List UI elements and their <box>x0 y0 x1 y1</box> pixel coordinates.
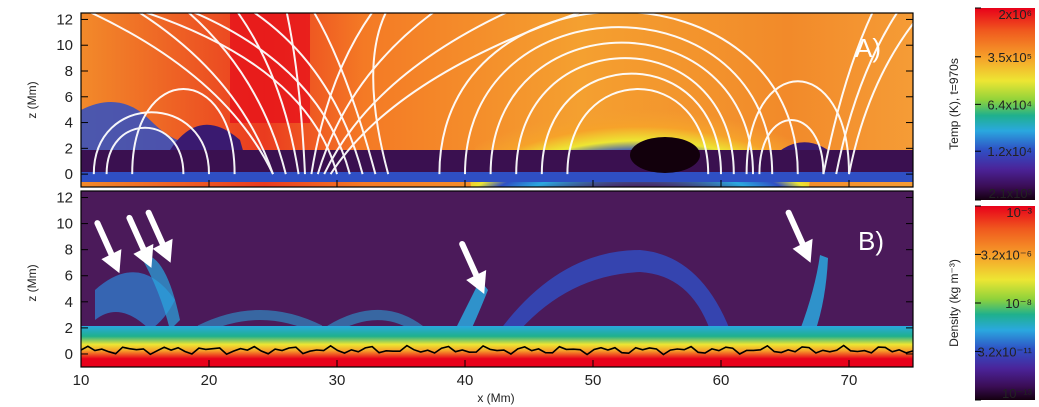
annotation-arrow <box>145 209 173 263</box>
xtick-label: 60 <box>713 372 730 389</box>
arrow-head <box>133 243 154 268</box>
temperature-colorbar-title: Temp (K), t=970s <box>947 58 961 150</box>
field-line <box>745 80 850 175</box>
density-colorbar-gradient <box>975 206 1035 400</box>
field-line <box>236 13 300 175</box>
temperature-colorbar-tick-label: 6.4x10⁴ <box>987 97 1032 112</box>
xtick-label: 40 <box>457 372 474 389</box>
temperature-colorbar-tick-label: 2.1x10³ <box>989 186 1033 201</box>
arrow-head <box>466 269 487 294</box>
arch-structure <box>500 250 730 330</box>
field-line <box>105 126 185 175</box>
panel-a: A) z (Mm) 0 2 4 6 8 10 12 <box>25 11 914 188</box>
panel-b-ytick-label: 0 <box>65 346 73 363</box>
field-line <box>372 13 390 175</box>
annotation-arrow <box>459 240 487 294</box>
spicule-left-2 <box>140 254 180 330</box>
panel-a-ytick-label: 10 <box>56 37 73 54</box>
field-line <box>758 119 825 175</box>
density-colorbar-tick-label: 3.2x10⁻¹¹ <box>977 344 1032 359</box>
arrows <box>94 209 813 294</box>
panel-b-ytick-label: 4 <box>65 294 73 311</box>
hot-column <box>230 13 310 123</box>
panel-a-ylabel: z (Mm) <box>25 81 39 118</box>
panel-b-ytick-label: 10 <box>56 216 73 233</box>
field-line <box>187 13 287 175</box>
xtick-label: 10 <box>73 372 90 389</box>
panel-b-ytick-label: 12 <box>56 190 73 207</box>
xtick-label: 20 <box>201 372 218 389</box>
annotation-arrow <box>785 209 813 263</box>
panel-b-ytick-label: 6 <box>65 268 73 285</box>
x-axis-label: x (Mm) <box>477 391 514 405</box>
panel-a-ytick-label: 0 <box>65 166 73 183</box>
arrow-head <box>101 249 122 274</box>
chromosphere-band-a <box>81 172 913 182</box>
xtick-label: 70 <box>841 372 858 389</box>
field-line <box>822 13 874 175</box>
field-line <box>92 111 210 175</box>
field-line <box>438 13 799 175</box>
panel-a-label: A) <box>855 33 881 63</box>
low-loops <box>197 310 423 335</box>
xtick-label: 30 <box>329 372 346 389</box>
temperature-colorbar-ticks: 2x10⁶ 3.5x10⁵ 6.4x10⁴ 1.2x10⁴ 2.1x10³ <box>975 7 1033 201</box>
xtick-label: 50 <box>585 372 602 389</box>
panel-b-ylabel: z (Mm) <box>25 264 39 301</box>
field-line <box>540 72 722 175</box>
panel-a-frame <box>80 12 914 188</box>
field-line <box>566 88 710 175</box>
temperature-colorbar-tick-label: 2x10⁶ <box>998 7 1032 22</box>
field-line <box>252 13 364 175</box>
field-line <box>515 57 735 175</box>
panel-b-ytick-label: 2 <box>65 320 73 337</box>
annotation-arrow <box>126 214 154 268</box>
transition-region-contour <box>81 344 913 356</box>
density-colorbar-ticks: 10⁻³ 3.2x10⁻⁶ 10⁻⁸ 3.2x10⁻¹¹ 10⁻¹³ <box>975 205 1033 401</box>
field-line <box>310 13 374 175</box>
panel-a-ytick-label: 12 <box>56 11 73 28</box>
density-colorbar: Density (kg m⁻³) 10⁻³ 3.2x10⁻⁶ 10⁻⁸ 3.2x10⁻… <box>947 205 1035 401</box>
temperature-colorbar: Temp (K), t=970s 2x10⁶ 3.5x10⁵ 6.4x10⁴ 1.2x… <box>947 7 1035 201</box>
temperature-colorbar-tick-label: 3.5x10⁵ <box>988 50 1032 65</box>
chromosphere-density <box>81 326 913 367</box>
temperature-colorbar-tick-label: 1.2x10⁴ <box>987 144 1032 159</box>
density-colorbar-tick-label: 10⁻³ <box>1006 205 1032 220</box>
panel-a-ytick-label: 2 <box>65 140 73 157</box>
panel-b-label: B) <box>858 226 884 256</box>
panel-b-ytick-label: 8 <box>65 242 73 259</box>
field-line <box>313 13 377 175</box>
density-colorbar-title: Density (kg m⁻³) <box>947 259 961 347</box>
arrow-head <box>792 238 813 263</box>
field-line <box>144 13 338 175</box>
cold-core <box>630 137 700 173</box>
field-line <box>489 41 754 175</box>
spicule-mid <box>455 280 488 332</box>
panel-a-ytick-label: 8 <box>65 63 73 80</box>
spicule-right <box>800 255 828 332</box>
arrow-head <box>152 238 173 263</box>
field-line <box>89 13 274 175</box>
field-line <box>138 13 274 175</box>
annotation-arrow <box>94 220 122 274</box>
panel-b: B) z (Mm) x (Mm) 0 2 4 6 8 10 12 10 20 30 40 50 60 7… <box>25 180 914 405</box>
field-line <box>316 13 435 175</box>
field-line <box>323 13 508 175</box>
panel-b-frame <box>80 190 914 368</box>
spicules-left <box>95 272 175 330</box>
field-line <box>464 26 774 175</box>
panel-a-ytick-label: 6 <box>65 89 73 106</box>
density-colorbar-tick-label: 3.2x10⁻⁶ <box>981 247 1032 262</box>
panel-b-yticks: 0 2 4 6 8 10 12 <box>56 190 913 363</box>
density-colorbar-tick-label: 10⁻¹³ <box>1002 386 1033 401</box>
panel-a-ytick-label: 4 <box>65 115 73 132</box>
temperature-colorbar-gradient <box>975 8 1035 200</box>
x-axis-ticks: 10 20 30 40 50 60 70 <box>73 180 858 389</box>
field-line <box>131 88 236 175</box>
field-line <box>835 13 899 175</box>
density-colorbar-tick-label: 10⁻⁸ <box>1005 296 1032 311</box>
field-line <box>192 13 351 175</box>
panel-a-yticks: 0 2 4 6 8 10 12 <box>56 11 913 183</box>
